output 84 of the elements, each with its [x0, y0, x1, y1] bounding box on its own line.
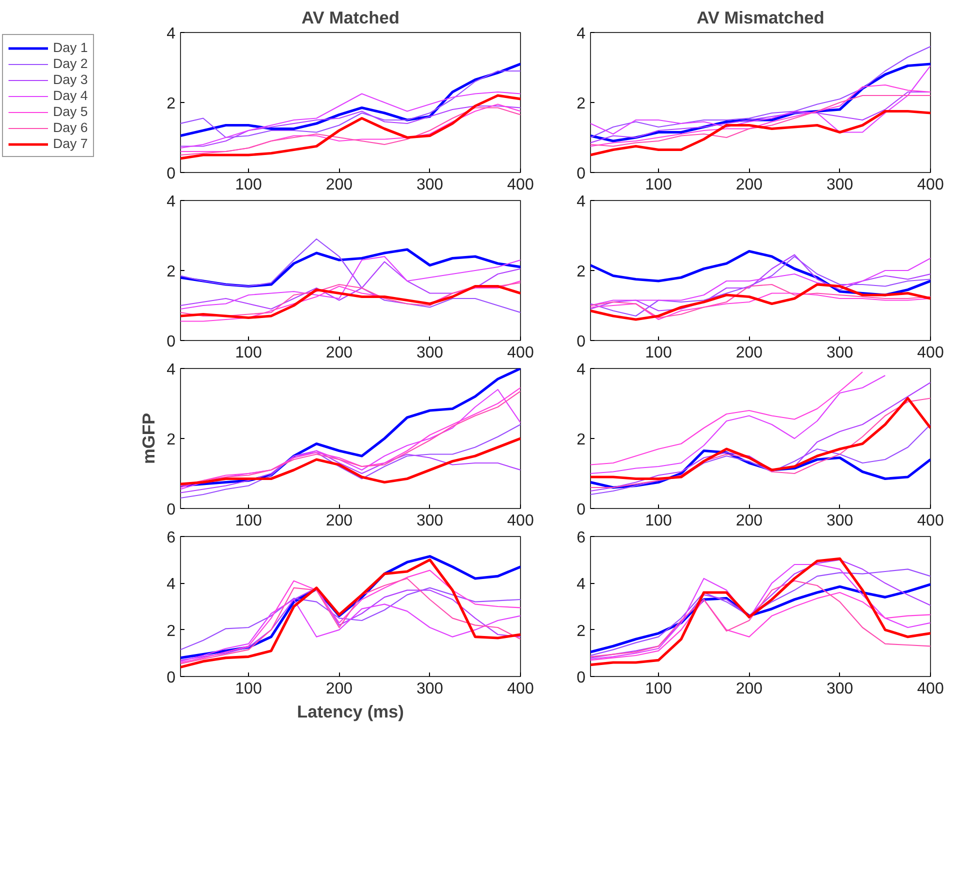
x-tick-label: 200	[736, 512, 763, 530]
y-tick-label: 0	[166, 502, 176, 518]
x-tick-label: 300	[416, 512, 444, 530]
x-tick-label: 100	[235, 512, 262, 530]
line-series	[590, 424, 930, 496]
legend-label: Day 1	[53, 40, 88, 55]
x-axis-title: Latency (ms)	[297, 702, 404, 722]
y-tick-label: 4	[576, 26, 586, 42]
y-tick-label: 2	[576, 432, 586, 448]
x-tick-label: 400	[917, 512, 944, 530]
y-axis-title: mGFP	[138, 412, 159, 464]
y-tick-label: 4	[166, 362, 176, 378]
y-tick-label: 0	[166, 334, 176, 350]
y-tick-label: 0	[576, 670, 586, 686]
legend-label: Day 2	[53, 56, 88, 71]
x-tick-label: 400	[507, 344, 534, 362]
legend-label: Day 4	[53, 88, 88, 103]
y-tick-label: 2	[166, 622, 176, 640]
x-tick-label: 300	[416, 176, 444, 194]
line-series	[180, 94, 520, 160]
line-series	[590, 371, 864, 466]
y-tick-label: 0	[576, 166, 586, 182]
x-tick-label: 100	[645, 344, 672, 362]
x-tick-label: 400	[917, 680, 944, 698]
line-series	[590, 592, 930, 661]
y-tick-label: 2	[166, 96, 176, 112]
x-tick-label: 200	[736, 344, 763, 362]
legend-label: Day 3	[53, 72, 88, 87]
legend-label: Day 7	[53, 136, 88, 151]
x-tick-label: 100	[645, 680, 672, 698]
y-tick-label: 2	[576, 96, 586, 112]
x-tick-label: 200	[326, 680, 353, 698]
line-series	[590, 84, 930, 147]
x-tick-label: 300	[826, 680, 854, 698]
x-tick-label: 300	[416, 680, 444, 698]
chart-title: AV Matched	[302, 8, 400, 28]
y-tick-label: 4	[576, 194, 586, 210]
y-tick-label: 2	[166, 432, 176, 448]
line-series	[180, 91, 520, 149]
y-tick-label: 2	[576, 264, 586, 280]
y-tick-label: 4	[576, 576, 586, 594]
y-tick-label: 4	[166, 194, 176, 210]
y-tick-label: 0	[166, 166, 176, 182]
x-tick-label: 400	[507, 512, 534, 530]
y-tick-label: 0	[576, 334, 586, 350]
y-tick-label: 0	[166, 670, 176, 686]
x-tick-label: 400	[507, 176, 534, 194]
chart-title: AV Mismatched	[696, 8, 824, 28]
y-tick-label: 2	[166, 264, 176, 280]
x-tick-label: 100	[235, 176, 262, 194]
x-tick-label: 300	[826, 512, 854, 530]
line-series	[180, 598, 520, 662]
line-series	[590, 110, 930, 156]
y-tick-label: 2	[576, 622, 586, 640]
x-tick-label: 200	[326, 176, 353, 194]
line-series	[180, 238, 520, 314]
y-tick-label: 4	[166, 26, 176, 42]
y-tick-label: 6	[166, 530, 176, 546]
x-tick-label: 200	[326, 344, 353, 362]
x-tick-label: 200	[736, 680, 763, 698]
x-tick-label: 400	[917, 344, 944, 362]
line-series	[590, 374, 886, 474]
x-tick-label: 300	[826, 176, 854, 194]
x-tick-label: 300	[826, 344, 854, 362]
y-tick-label: 4	[166, 576, 176, 594]
legend-label: Day 5	[53, 104, 88, 119]
x-tick-label: 100	[645, 512, 672, 530]
x-tick-label: 300	[416, 344, 444, 362]
x-tick-label: 100	[235, 344, 262, 362]
x-tick-label: 200	[736, 176, 763, 194]
x-tick-label: 400	[917, 176, 944, 194]
legend-label: Day 6	[53, 120, 88, 135]
x-tick-label: 400	[507, 680, 534, 698]
line-series	[180, 424, 520, 499]
y-tick-label: 0	[576, 502, 586, 518]
x-tick-label: 200	[326, 512, 353, 530]
y-tick-label: 6	[576, 530, 586, 546]
line-series	[590, 46, 930, 138]
line-series	[590, 292, 930, 320]
x-tick-label: 100	[645, 176, 672, 194]
x-tick-label: 100	[235, 680, 262, 698]
y-tick-label: 4	[576, 362, 586, 378]
line-series	[180, 450, 520, 494]
line-series	[180, 437, 520, 486]
